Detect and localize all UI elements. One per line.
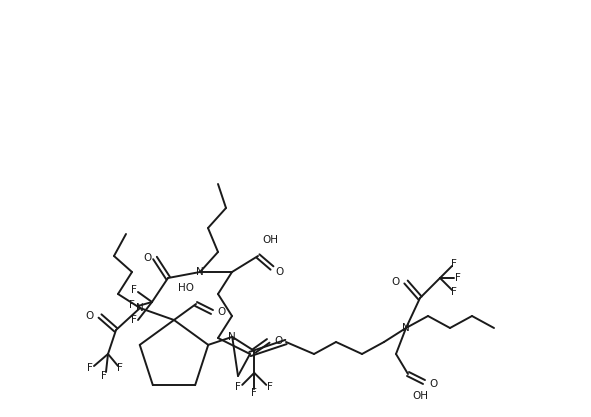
Text: N: N xyxy=(402,323,410,333)
Text: OH: OH xyxy=(412,391,428,401)
Text: N: N xyxy=(136,303,144,313)
Text: N: N xyxy=(228,332,236,342)
Text: HO: HO xyxy=(178,283,194,293)
Text: F: F xyxy=(131,315,137,325)
Text: OH: OH xyxy=(262,235,278,245)
Text: F: F xyxy=(131,285,137,295)
Text: N: N xyxy=(196,267,204,277)
Text: O: O xyxy=(276,267,284,277)
Text: F: F xyxy=(451,287,457,297)
Text: F: F xyxy=(267,382,273,392)
Text: O: O xyxy=(274,336,282,346)
Text: F: F xyxy=(455,273,461,283)
Text: F: F xyxy=(101,371,107,381)
Text: F: F xyxy=(129,300,135,310)
Text: O: O xyxy=(143,253,151,263)
Text: O: O xyxy=(430,379,438,389)
Text: F: F xyxy=(87,363,93,373)
Text: O: O xyxy=(86,311,94,321)
Text: F: F xyxy=(451,259,457,269)
Text: O: O xyxy=(392,277,400,287)
Text: F: F xyxy=(235,382,241,392)
Text: F: F xyxy=(251,388,257,398)
Text: O: O xyxy=(218,307,226,317)
Text: F: F xyxy=(117,363,123,373)
